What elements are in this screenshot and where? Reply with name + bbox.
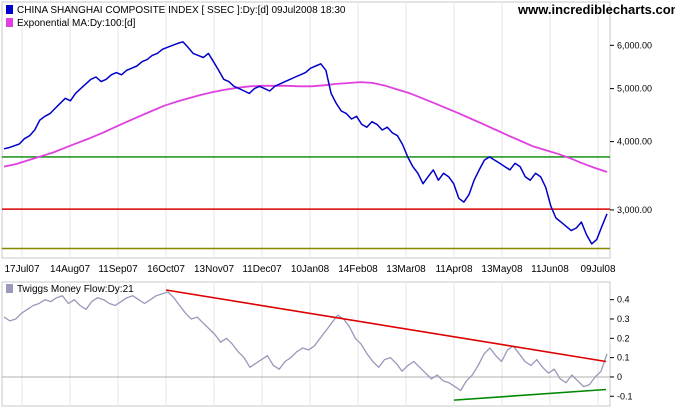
trend-lines [165,289,607,401]
date-axis: 17Jul07 14Aug07 11Sep07 16Oct07 13Nov07 11Dec… [4,264,615,275]
date-label: 11Jun08 [531,264,569,275]
legend-swatch-index [6,5,13,14]
date-label: 16Oct07 [147,264,185,275]
money-flow-line [3,291,608,392]
price-y-tick-label: 5,000.00 [617,84,652,94]
money-flow-y-tick-label: 0.4 [617,295,630,305]
date-label: 17Jul07 [4,264,39,275]
money-flow-legend: Twiggs Money Flow:Dy:21 [6,284,134,295]
money-flow-grid [21,283,599,405]
money-flow-y-tick-label: -0.1 [617,391,633,401]
money-flow-y-tick-label: 0.1 [617,353,630,363]
money-flow-y-tick-label: 0.3 [617,314,630,324]
money-flow-trend-line [165,289,607,363]
date-label: 13Nov07 [194,264,234,275]
legend-label-ema: Exponential MA:Dy:100:[d] [17,18,136,29]
ema-line [3,81,608,173]
date-label: 09Jul08 [580,264,615,275]
date-label: 10Jan08 [291,264,330,275]
price-y-tick-label: 6,000.00 [617,40,652,50]
price-series [3,41,608,245]
horizontal-lines [2,156,610,378]
date-label: 11Dec07 [242,264,282,275]
date-label: 13Mar08 [386,264,426,275]
legend-label-tmf: Twiggs Money Flow:Dy:21 [17,284,134,295]
index-price-line [3,41,608,245]
price-legend: CHINA SHANGHAI COMPOSITE INDEX [ SSEC ]:… [6,5,346,29]
money-flow-series [3,291,608,392]
date-label: 13May08 [481,264,523,275]
legend-label-index: CHINA SHANGHAI COMPOSITE INDEX [ SSEC ]:… [17,5,346,16]
date-label: 14Feb08 [338,264,378,275]
money-flow-y-axis: 0.4 0.3 0.2 0.1 0 -0.1 [610,295,633,401]
legend-swatch-tmf [6,284,13,293]
price-panel [1,1,611,259]
date-label: 11Apr08 [435,264,473,275]
date-label: 11Sep07 [98,264,138,275]
money-flow-y-tick-label: 0 [617,372,622,382]
money-flow-panel [1,281,611,407]
watermark-site: www.incrediblecharts.com [517,2,675,17]
price-grid [21,3,599,257]
price-y-tick-label: 4,000.00 [617,137,652,147]
legend-swatch-ema [6,18,13,27]
price-y-axis: 6,000.00 5,000.00 4,000.00 3,000.00 [610,40,652,215]
money-flow-trend-line [453,388,607,401]
money-flow-y-tick-label: 0.2 [617,333,630,343]
price-y-tick-label: 3,000.00 [617,205,652,215]
date-label: 14Aug07 [50,264,90,275]
